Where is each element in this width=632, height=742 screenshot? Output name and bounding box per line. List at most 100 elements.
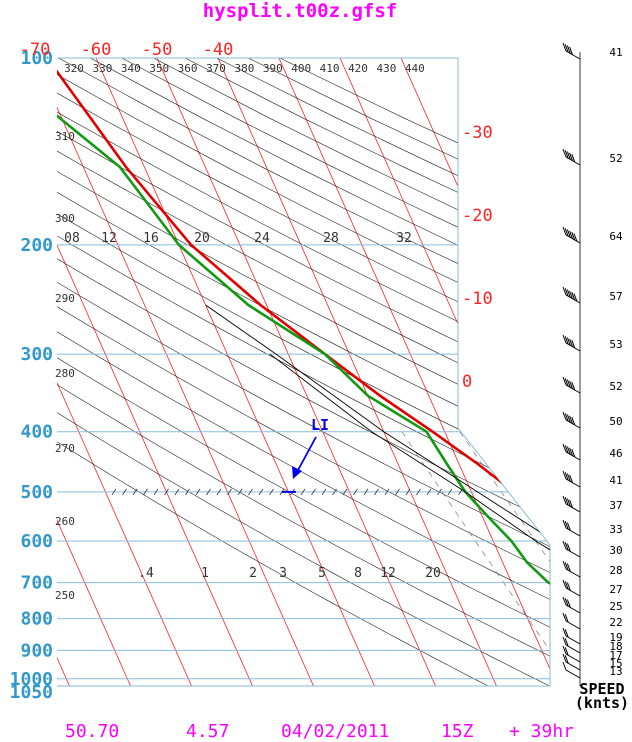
theta-label: 360 — [178, 62, 198, 75]
hatch-mark — [405, 488, 411, 496]
dry-adiabat — [57, 58, 550, 686]
wind-speed-label: 50 — [609, 415, 622, 428]
wind-barb-flag — [573, 233, 578, 242]
wind-barb-staff — [565, 635, 581, 645]
dry-adiabat — [57, 58, 550, 686]
dewpoint-line — [57, 58, 550, 680]
hatch-mark — [248, 488, 253, 496]
pressure-label: 700 — [20, 573, 53, 594]
hatch-mark — [300, 488, 306, 496]
temp-tick-label: -30 — [462, 123, 493, 143]
dry-adiabat — [90, 58, 550, 686]
isotherm — [461, 58, 550, 686]
wind-barb-flag — [566, 563, 571, 572]
wind-barb-flag — [564, 629, 569, 638]
wind-barb — [562, 653, 581, 671]
wind-barb-flag — [566, 582, 571, 591]
theta-label: 440 — [405, 62, 425, 75]
dry-adiabat — [57, 58, 550, 686]
wind-barb-flag — [562, 645, 567, 655]
theta-label: 430 — [376, 62, 396, 75]
wind-barb-flag — [566, 498, 571, 507]
theta-label: 400 — [291, 62, 311, 75]
wind-barb-staff — [565, 661, 581, 671]
mixing-ratio-label: 20 — [425, 566, 441, 581]
hatch-mark — [258, 488, 264, 496]
pressure-label: 900 — [20, 640, 53, 661]
wind-barb-staff — [565, 587, 581, 597]
wind-speed-label: 41 — [609, 474, 622, 487]
wind-barb-staff — [565, 620, 581, 630]
chart-title: hysplit.t00z.gfsf — [203, 0, 397, 22]
wind-barb — [562, 540, 581, 558]
wind-barb-flag — [562, 540, 567, 550]
pressure-label: 400 — [20, 422, 53, 443]
wind-barbs: 41 52 64 57 53 52 50 46 41 37 33 30 28 27 25 22 19181715… — [562, 42, 623, 686]
wind-barb-flag — [569, 415, 574, 425]
wind-barb-flag — [569, 474, 574, 484]
pressure-label: 200 — [20, 235, 53, 256]
wind-barb-flag — [562, 286, 567, 296]
mixing-ratio-label: 24 — [254, 231, 270, 246]
wind-barb-flag — [566, 229, 571, 238]
theta-label: 300 — [55, 212, 75, 225]
hatch-mark — [143, 488, 148, 496]
wind-barb-flag — [562, 636, 567, 646]
wind-barb-staff — [565, 478, 581, 488]
isotherm — [57, 58, 317, 686]
hatch-mark — [164, 488, 169, 496]
wind-barb-staff — [565, 342, 581, 352]
wind-speed-label: 33 — [609, 523, 622, 536]
plot-border — [57, 57, 551, 687]
wind-barb-flag — [564, 150, 569, 159]
wind-barb — [562, 519, 581, 537]
mixing-ratio-label: 32 — [396, 231, 412, 246]
wind-barb-flag — [569, 499, 574, 509]
wind-barb-flag — [564, 638, 569, 647]
pressure-label: 300 — [20, 344, 53, 365]
hatch-mark — [195, 488, 201, 496]
wind-barb-flag — [562, 612, 567, 622]
wind-barb-staff — [565, 548, 581, 558]
wind-barb — [562, 636, 581, 654]
wind-barb-flag — [564, 542, 569, 551]
hatch-mark — [395, 488, 400, 496]
wind-barb-flag — [564, 336, 569, 345]
dry-adiabat — [57, 58, 550, 686]
footer-hour: 15Z — [441, 721, 474, 742]
wind-barb — [562, 661, 581, 679]
theta-label: 370 — [206, 62, 226, 75]
theta-label: 280 — [55, 367, 75, 380]
hatch-mark — [153, 488, 159, 496]
hatch-mark — [206, 488, 211, 496]
wind-barb-flag — [564, 614, 569, 623]
wind-speed-label: 64 — [609, 230, 623, 243]
wind-speed-label: 17 — [609, 649, 622, 662]
wind-barb-flag — [564, 378, 569, 387]
wind-barb-staff — [565, 669, 581, 679]
wind-barb — [562, 495, 581, 513]
hatch-mark — [363, 488, 369, 496]
mixing-ratio-label: 5 — [318, 566, 326, 581]
wind-barb-flag — [566, 414, 571, 423]
wind-barb-flag — [562, 653, 567, 663]
hatch-mark — [426, 488, 432, 496]
wind-barb — [562, 286, 581, 304]
wind-barb-flag — [562, 226, 567, 236]
wind-barb-flag — [566, 379, 571, 388]
wind-barb-staff — [565, 419, 581, 429]
tick-labels: -100-90-80-70-60-50-40-30-20-10010203040… — [20, 40, 493, 602]
wind-barb-flag — [564, 562, 569, 571]
wind-barb-flag — [569, 290, 574, 300]
dry-adiabat — [57, 58, 550, 686]
wind-barb-flag — [562, 596, 567, 606]
wind-barb-flag — [564, 647, 569, 656]
wind-barb — [562, 612, 581, 630]
wind-barb-staff — [565, 294, 581, 304]
wind-barb-flag — [573, 293, 578, 302]
mixing-ratio-line — [575, 432, 632, 692]
isotherm — [57, 58, 195, 686]
wind-barb-flag — [564, 445, 569, 454]
hatch-mark — [321, 488, 327, 496]
wind-barb — [562, 560, 581, 578]
